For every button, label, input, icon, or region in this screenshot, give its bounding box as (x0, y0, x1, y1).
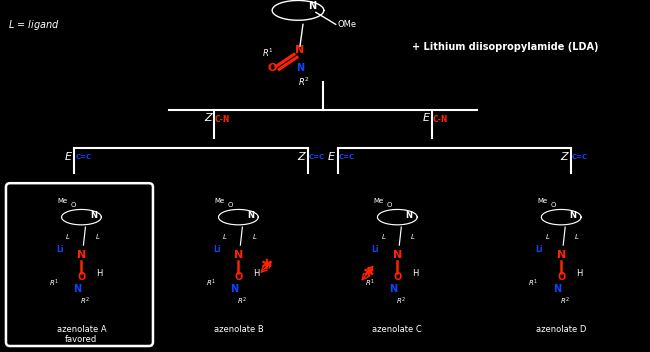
Text: $R^2$: $R^2$ (560, 295, 570, 307)
Text: Li: Li (56, 245, 63, 253)
Text: Me: Me (538, 198, 547, 204)
Text: $R^1$: $R^1$ (49, 277, 58, 289)
Text: O: O (234, 272, 242, 282)
Text: Li: Li (536, 245, 543, 253)
Text: H: H (576, 269, 582, 278)
Text: $R^1$: $R^1$ (205, 277, 216, 289)
Text: L: L (411, 234, 415, 240)
Text: + Lithium diisopropylamide (LDA): + Lithium diisopropylamide (LDA) (412, 42, 599, 52)
Text: azenolate C: azenolate C (372, 325, 423, 334)
Text: Li: Li (372, 245, 379, 253)
Text: Z: Z (204, 113, 211, 123)
Text: H: H (253, 269, 259, 278)
Text: ✱: ✱ (361, 266, 373, 280)
Text: O: O (551, 202, 556, 208)
Text: $R^1$: $R^1$ (365, 277, 374, 289)
Text: E: E (64, 152, 72, 162)
Text: Li: Li (213, 245, 220, 253)
Text: O: O (393, 272, 402, 282)
Text: N: N (247, 210, 254, 220)
Text: N: N (230, 284, 239, 294)
Text: C=C: C=C (309, 154, 325, 160)
Text: O: O (267, 63, 277, 73)
Text: $R^2$: $R^2$ (298, 76, 310, 88)
Text: N: N (234, 250, 243, 260)
Text: C=C: C=C (75, 154, 92, 160)
Text: N: N (90, 210, 97, 220)
Text: $R^2$: $R^2$ (81, 295, 90, 307)
Text: Me: Me (374, 198, 383, 204)
Text: ✱: ✱ (261, 258, 272, 272)
Text: L: L (252, 234, 256, 240)
Text: O: O (77, 272, 86, 282)
Text: $R^2$: $R^2$ (396, 295, 406, 307)
Text: N: N (308, 1, 316, 11)
Text: azenolate B: azenolate B (213, 325, 263, 334)
Text: $R^2$: $R^2$ (237, 295, 248, 307)
Text: OMe: OMe (338, 20, 357, 29)
Text: L: L (222, 234, 226, 240)
Text: N: N (77, 250, 86, 260)
Text: N: N (553, 284, 562, 294)
Text: N: N (569, 210, 577, 220)
Text: N: N (389, 284, 397, 294)
Text: azenolate D: azenolate D (536, 325, 586, 334)
Text: N: N (406, 210, 413, 220)
Text: Me: Me (58, 198, 68, 204)
Text: $R^1$: $R^1$ (528, 277, 538, 289)
Text: E: E (328, 152, 335, 162)
Text: L: L (545, 234, 549, 240)
Text: L: L (66, 234, 70, 240)
Text: C-N: C-N (433, 115, 448, 124)
Text: N: N (73, 284, 81, 294)
Text: Me: Me (214, 198, 225, 204)
Text: C-N: C-N (214, 115, 230, 124)
Text: $R^1$: $R^1$ (263, 46, 274, 58)
Text: Z: Z (297, 152, 305, 162)
Text: O: O (71, 202, 76, 208)
Text: O: O (557, 272, 566, 282)
Text: O: O (387, 202, 392, 208)
Text: N: N (296, 63, 304, 73)
Text: H: H (412, 269, 419, 278)
Text: L: L (575, 234, 579, 240)
Text: C=C: C=C (339, 154, 355, 160)
Text: E: E (423, 113, 430, 123)
Text: L: L (96, 234, 99, 240)
Text: N: N (393, 250, 402, 260)
Text: N: N (295, 45, 305, 55)
Text: Z: Z (560, 152, 568, 162)
Text: N: N (556, 250, 566, 260)
Text: L: L (382, 234, 385, 240)
Text: O: O (227, 202, 233, 208)
Text: C=C: C=C (572, 154, 588, 160)
Text: H: H (96, 269, 103, 278)
Text: azenolate A
favored: azenolate A favored (57, 325, 106, 344)
Text: $L$ = ligand: $L$ = ligand (8, 18, 60, 32)
